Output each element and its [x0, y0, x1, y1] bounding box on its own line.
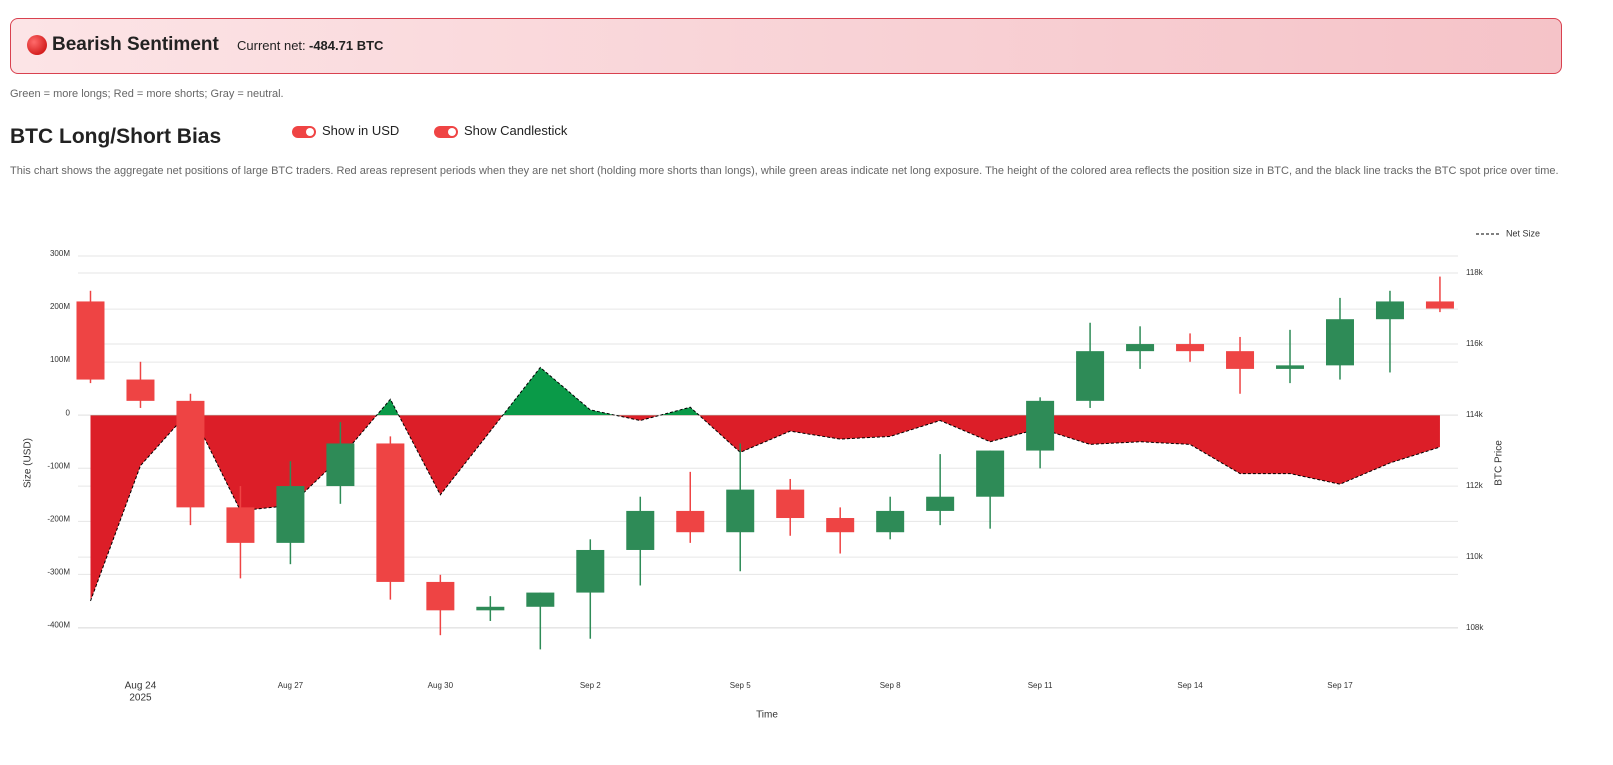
candle-body [626, 510, 655, 550]
x-tick-label: Aug 27 [278, 681, 304, 690]
candle-body [1375, 301, 1404, 320]
candle-body [526, 592, 555, 607]
y-tick-label: -400M [47, 621, 70, 630]
legend-label[interactable]: Net Size [1506, 228, 1540, 238]
x-tick-label: Sep 2 [580, 681, 601, 690]
x-tick-label: Aug 24 [125, 681, 157, 692]
candle-body [1076, 351, 1105, 401]
x-axis-label: Time [756, 710, 778, 721]
candle-body [1176, 344, 1205, 352]
y-tick-label: 200M [50, 302, 70, 311]
candle-body [126, 379, 155, 401]
sentiment-banner: Bearish Sentiment Current net: -484.71 B… [10, 18, 1562, 74]
legend-note: Green = more longs; Red = more shorts; G… [10, 88, 284, 100]
candle-body [576, 549, 605, 593]
candle-body [1026, 400, 1055, 451]
y2-axis-label: BTC Price [1494, 440, 1505, 486]
y2-tick-label: 114k [1466, 410, 1484, 419]
candle-body [1325, 319, 1354, 366]
candle-body [1226, 351, 1255, 369]
toggle-label: Show in USD [322, 123, 400, 138]
y-tick-label: -200M [47, 514, 70, 523]
net-line [90, 366, 1441, 602]
x-tick-label: Sep 17 [1327, 681, 1353, 690]
candle-body [776, 489, 805, 519]
banner-title: Bearish Sentiment [52, 34, 219, 55]
x-tick-label: Sep 11 [1028, 681, 1053, 690]
y-tick-label: 100M [50, 355, 70, 364]
toggle-candlestick[interactable]: Show Candlestick [434, 123, 567, 138]
toggle-usd[interactable]: Show in USD [292, 123, 399, 138]
candle-body [676, 510, 705, 533]
y2-tick-label: 116k [1466, 339, 1484, 348]
candle-body [1126, 344, 1155, 352]
candle-body [476, 606, 505, 611]
candle-body [726, 489, 755, 533]
y2-tick-label: 110k [1466, 552, 1484, 561]
x-tick-label: Sep 14 [1177, 681, 1203, 690]
y-axis-label: Size (USD) [23, 438, 34, 488]
y2-tick-label: 112k [1466, 481, 1484, 490]
y-tick-label: 300M [50, 249, 70, 258]
candle-body [926, 496, 955, 511]
candle-body [1276, 365, 1305, 369]
candle-body [976, 450, 1005, 497]
candle-body [876, 510, 905, 533]
y2-tick-label: 108k [1466, 623, 1484, 632]
y-tick-label: 0 [66, 408, 71, 417]
candle-body [276, 486, 305, 543]
candle-body [226, 507, 255, 543]
status-dot [27, 35, 47, 55]
net-value: -484.71 BTC [309, 38, 384, 53]
description: This chart shows the aggregate net posit… [10, 165, 1559, 177]
net-label: Current net: [237, 38, 306, 53]
section-title: BTC Long/Short Bias [10, 125, 222, 148]
candle-body [326, 443, 355, 487]
candle-body [826, 518, 855, 533]
x-tick-label: Sep 5 [730, 681, 751, 690]
x-tick-label: Aug 30 [428, 681, 454, 690]
candle-body [176, 400, 205, 508]
x-tick-label: Sep 8 [880, 681, 901, 690]
net-area-negative [90, 415, 1440, 601]
y-tick-label: -300M [47, 568, 70, 577]
toggle-label: Show Candlestick [464, 123, 568, 138]
candle-body [376, 443, 405, 582]
y2-tick-label: 118k [1466, 268, 1484, 277]
net-area-positive [185, 367, 700, 416]
candle-body [1425, 301, 1454, 309]
candle-body [426, 581, 455, 611]
candle-body [76, 301, 105, 380]
x-year-label: 2025 [129, 693, 152, 704]
y-tick-label: -100M [47, 461, 70, 470]
